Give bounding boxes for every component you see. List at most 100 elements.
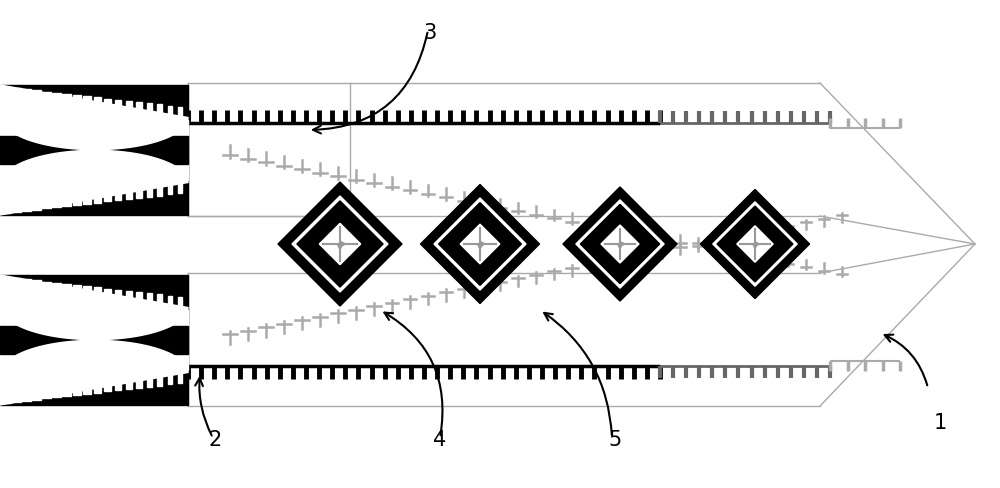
Bar — [83, 180, 91, 203]
Bar — [115, 100, 121, 120]
Bar — [31, 90, 41, 120]
Bar — [136, 180, 142, 198]
Polygon shape — [0, 85, 188, 150]
Bar — [115, 370, 121, 390]
Polygon shape — [737, 226, 773, 262]
Bar — [168, 105, 172, 120]
Bar — [104, 288, 111, 310]
Bar — [41, 282, 51, 310]
Bar — [20, 279, 31, 310]
Bar — [0, 180, 11, 213]
Polygon shape — [713, 202, 797, 286]
Polygon shape — [0, 340, 188, 405]
Bar — [20, 370, 31, 401]
Bar — [178, 370, 182, 383]
Bar — [10, 370, 21, 402]
Bar — [31, 370, 41, 400]
Bar — [168, 370, 172, 385]
Bar — [83, 96, 91, 120]
Bar — [62, 284, 71, 310]
Bar — [178, 180, 182, 193]
Bar — [73, 180, 81, 205]
Bar — [52, 180, 61, 207]
Bar — [0, 87, 11, 120]
Polygon shape — [563, 187, 677, 301]
Bar — [41, 92, 51, 120]
Bar — [31, 281, 41, 310]
Polygon shape — [576, 200, 664, 288]
Polygon shape — [319, 224, 361, 264]
Polygon shape — [601, 225, 639, 263]
Bar — [10, 88, 21, 120]
Bar — [94, 98, 101, 120]
Bar — [126, 180, 132, 199]
Bar — [104, 99, 111, 120]
Bar — [115, 290, 121, 310]
Bar — [20, 89, 31, 120]
Text: 5: 5 — [608, 430, 622, 450]
Bar — [83, 370, 91, 394]
Bar — [168, 180, 172, 194]
Bar — [104, 370, 111, 391]
Bar — [168, 296, 172, 310]
Bar — [52, 370, 61, 397]
Text: 1: 1 — [933, 413, 947, 433]
Bar — [10, 278, 21, 310]
Bar — [62, 370, 71, 396]
Bar — [73, 95, 81, 120]
Bar — [157, 370, 162, 386]
Bar — [31, 180, 41, 209]
Bar — [73, 285, 81, 310]
Polygon shape — [420, 184, 540, 304]
Bar — [83, 286, 91, 310]
Bar — [0, 275, 188, 405]
Text: 2: 2 — [208, 430, 222, 450]
Bar — [73, 370, 81, 395]
Bar — [10, 180, 21, 212]
Bar — [157, 294, 162, 310]
Bar — [157, 104, 162, 120]
Bar — [126, 370, 132, 389]
Bar — [52, 283, 61, 310]
Polygon shape — [292, 196, 388, 292]
Bar — [52, 93, 61, 120]
Bar — [147, 293, 152, 310]
Bar — [104, 180, 111, 202]
Bar — [126, 101, 132, 120]
Bar — [126, 291, 132, 310]
Text: 3: 3 — [423, 23, 437, 43]
Bar — [62, 180, 71, 206]
Bar — [0, 310, 188, 370]
Bar — [136, 370, 142, 388]
Bar — [178, 107, 182, 120]
Bar — [147, 103, 152, 120]
Polygon shape — [580, 204, 660, 284]
Text: 4: 4 — [433, 430, 447, 450]
Polygon shape — [0, 150, 188, 215]
Bar — [0, 326, 188, 354]
Bar — [0, 136, 188, 164]
Bar — [0, 277, 11, 310]
Bar — [20, 180, 31, 211]
Bar — [0, 120, 188, 180]
Polygon shape — [460, 224, 500, 264]
Bar — [62, 94, 71, 120]
Bar — [115, 180, 121, 200]
Bar — [147, 180, 152, 197]
Bar — [94, 287, 101, 310]
Polygon shape — [278, 182, 402, 306]
Bar — [178, 297, 182, 310]
Polygon shape — [434, 198, 526, 290]
Bar — [147, 370, 152, 386]
Bar — [136, 102, 142, 120]
Bar — [94, 180, 101, 203]
Bar — [41, 180, 51, 208]
Bar — [0, 370, 11, 403]
Bar — [136, 292, 142, 310]
Bar — [157, 180, 162, 196]
Polygon shape — [297, 201, 383, 287]
Polygon shape — [439, 203, 521, 285]
Bar — [94, 370, 101, 392]
Polygon shape — [0, 275, 188, 340]
Bar — [41, 370, 51, 398]
